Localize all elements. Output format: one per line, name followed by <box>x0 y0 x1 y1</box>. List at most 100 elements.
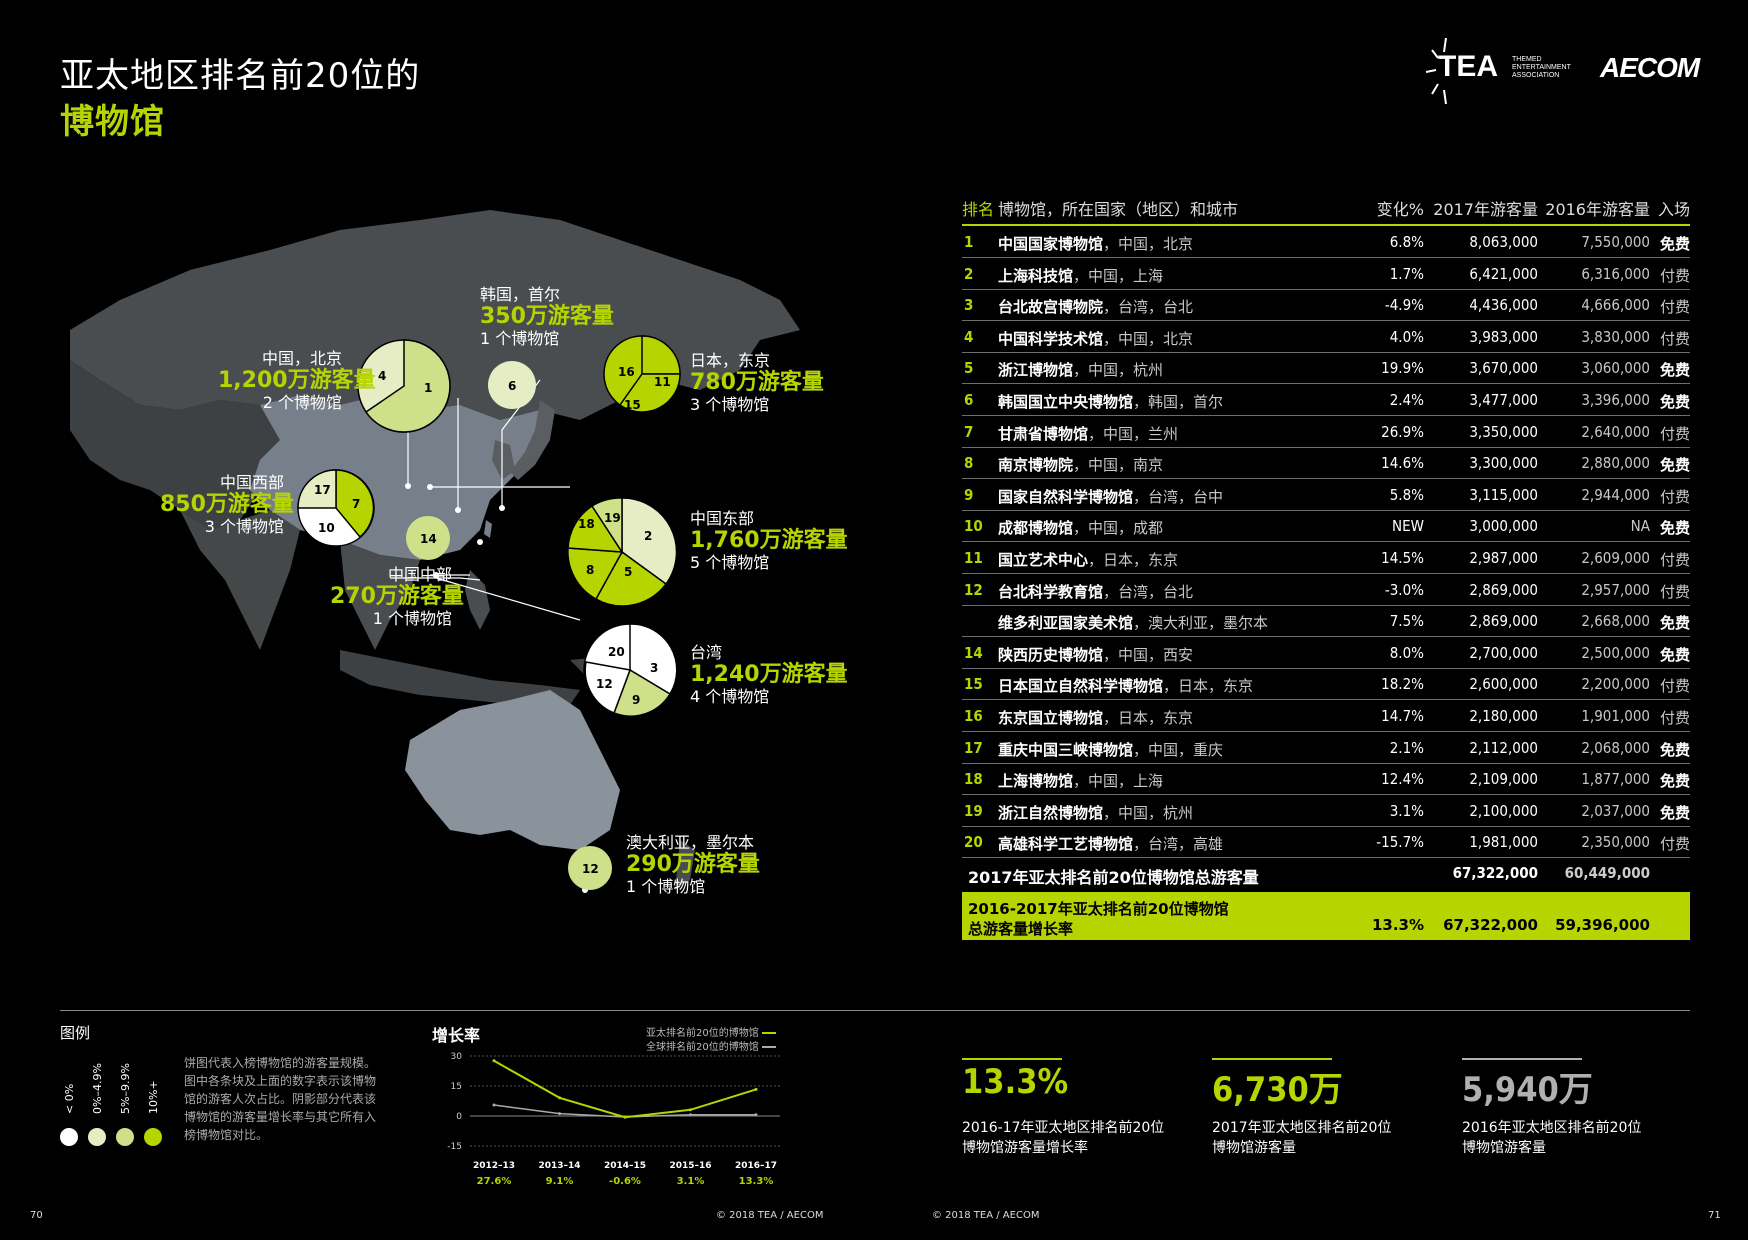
row-change: -4.9% <box>1384 296 1424 315</box>
row-museum-name: 中国科学技术馆 <box>998 329 1104 348</box>
bottom-divider <box>60 1010 1690 1011</box>
col-admission-header: 入场 <box>1657 200 1690 219</box>
row-name: 东京国立博物馆，日本，东京 <box>998 709 1194 727</box>
row-rank: 20 <box>964 833 983 852</box>
page-number-right: 71 <box>1708 1210 1721 1221</box>
row-rank: 18 <box>964 770 983 789</box>
row-change: 19.9% <box>1381 359 1424 378</box>
col-change-header: 变化% <box>1376 200 1424 219</box>
tea-logo: TEA <box>1438 50 1498 83</box>
row-museum-name: 国家自然科学博物馆 <box>998 487 1134 506</box>
row-change: NEW <box>1392 517 1424 536</box>
growth-y-tick: -15 <box>447 1142 462 1152</box>
pie-tokyo-label-11: 11 <box>654 375 671 389</box>
row-admission: 免费 <box>1659 614 1690 633</box>
table-row: 18 上海博物馆，中国，上海 12.4% 2,109,000 1,877,000 免费 <box>962 763 1690 796</box>
copyright-left: © 2018 TEA / AECOM <box>716 1210 824 1221</box>
legend-label: < 0% <box>63 1083 76 1114</box>
museum-table-header: 排名 博物馆，所在国家（地区）和城市 变化% 2017年游客量 2016年游客量… <box>962 196 1690 226</box>
map-label-beijing-count: 2 个博物馆 <box>262 393 342 412</box>
row-change: 14.6% <box>1381 454 1424 473</box>
legend-description: 饼图代表入榜博物馆的游客量规模。图中各条块及上面的数字表示该博物馆的游客人次占比… <box>184 1056 377 1142</box>
row-rank: 15 <box>964 675 983 694</box>
map-label-central-china-visitors: 270万游客量 <box>330 584 464 609</box>
pie-seoul-label: 6 <box>508 379 516 393</box>
table-row: 10 成都博物馆，中国，成都 NEW 3,000,000 NA 免费 <box>962 510 1690 543</box>
pie-melbourne: 12 <box>568 846 612 890</box>
table-growth-row: 2016-2017年亚太排名前20位博物馆 总游客量增长率 13.3% 67,3… <box>962 892 1690 940</box>
row-change: 12.4% <box>1381 770 1424 789</box>
row-admission: 免费 <box>1659 519 1690 538</box>
growth-point <box>689 1113 692 1117</box>
page-title-line2: 博物馆 <box>60 102 165 142</box>
row-name: 台北故宫博物院，台湾，台北 <box>998 298 1194 317</box>
map-label-central-china-city: 中国中部 <box>387 565 452 584</box>
row-2016: 2,068,000 <box>1581 738 1650 757</box>
row-2017: 2,869,000 <box>1469 612 1538 631</box>
stat-rule <box>1462 1058 1582 1060</box>
row-name: 高雄科学工艺博物馆，台湾，高雄 <box>998 835 1224 854</box>
row-rank: 10 <box>964 517 983 536</box>
row-2017: 4,436,000 <box>1469 296 1538 315</box>
pie-taiwan-label-9: 9 <box>632 693 640 707</box>
map-label-east-china-visitors: 1,760万游客量 <box>690 528 848 553</box>
legend-color-swatch <box>60 1128 78 1146</box>
col-rank-header: 排名 <box>962 200 995 219</box>
growth-x-tick: 2012–13 <box>473 1161 515 1171</box>
row-name: 南京博物院，中国，南京 <box>998 456 1164 475</box>
map-region-japan <box>510 400 555 480</box>
row-museum-name: 成都博物馆 <box>998 519 1074 538</box>
map-label-taiwan-visitors: 1,240万游客量 <box>690 662 848 687</box>
row-name: 国立艺术中心，日本，东京 <box>998 551 1179 569</box>
row-admission: 免费 <box>1659 645 1690 664</box>
row-change: 2.1% <box>1389 738 1424 757</box>
row-name: 浙江博物馆，中国，杭州 <box>998 361 1164 380</box>
map-pie-charts: 1 4 6 16 11 15 17 7 10 14 19 2 5 <box>297 335 681 890</box>
row-2017: 3,670,000 <box>1469 359 1538 378</box>
row-admission: 付费 <box>1659 329 1690 348</box>
row-museum-name: 东京国立博物馆 <box>998 709 1104 727</box>
row-2017: 3,983,000 <box>1469 327 1538 346</box>
row-admission: 免费 <box>1659 235 1690 253</box>
row-admission: 付费 <box>1659 677 1690 696</box>
row-museum-name: 上海博物馆 <box>998 772 1074 791</box>
table-total-row: 2017年亚太排名前20位博物馆总游客量 67,322,000 60,449,0… <box>962 860 1690 890</box>
row-2016: 3,060,000 <box>1581 359 1650 378</box>
map-label-taiwan-count: 4 个博物馆 <box>690 687 770 706</box>
row-2016: 4,666,000 <box>1581 296 1650 315</box>
page-title-line1: 亚太地区排名前20位的 <box>60 56 421 96</box>
row-change: 1.7% <box>1389 264 1424 283</box>
row-rank: 16 <box>964 707 983 725</box>
growth-point <box>623 1115 627 1119</box>
map-label-beijing: 中国，北京 1,200万游客量 2 个博物馆 <box>218 348 376 414</box>
row-location: 中国，上海 <box>1088 266 1164 285</box>
growth-legend-ap: 亚太排名前20位的博物馆 <box>646 1024 776 1039</box>
map-region-central-asia <box>70 360 290 530</box>
row-2016: 3,830,000 <box>1581 327 1650 346</box>
row-2017: 1,981,000 <box>1469 833 1538 852</box>
table-row: 11 国立艺术中心，日本，东京 14.5% 2,987,000 2,609,000 付费 <box>962 542 1690 574</box>
map-region-philippines <box>465 570 490 630</box>
row-location: 中国，成都 <box>1088 519 1164 538</box>
map-label-melbourne-count: 1 个博物馆 <box>626 877 706 896</box>
row-rank: 12 <box>964 580 983 599</box>
table-row: 4 中国科学技术馆，中国，北京 4.0% 3,983,000 3,830,000 付费 <box>962 321 1690 353</box>
row-museum-name: 浙江自然博物馆 <box>998 803 1104 822</box>
pie-central-china: 14 <box>406 516 450 560</box>
row-change: -3.0% <box>1384 580 1424 599</box>
growth-change: 13.3% <box>1371 916 1424 934</box>
pie-taiwan-label-12: 12 <box>596 677 613 691</box>
growth-point <box>492 1103 496 1107</box>
row-location: 中国，西安 <box>1118 645 1194 664</box>
row-2016: 2,037,000 <box>1581 801 1650 820</box>
map-region-new-zealand <box>675 840 695 890</box>
row-name: 成都博物馆，中国，成都 <box>998 519 1164 538</box>
map-label-taiwan-city: 台湾 <box>690 643 723 662</box>
row-location: 中国，北京 <box>1118 329 1194 348</box>
row-change: 8.0% <box>1389 643 1424 662</box>
table-row: 维多利亚国家美术馆，澳大利亚，墨尔本 7.5% 2,869,000 2,668,000… <box>962 605 1690 638</box>
col-name-header: 博物馆，所在国家（地区）和城市 <box>998 200 1239 219</box>
map-region-indonesia <box>340 650 580 705</box>
map-region-korea <box>492 440 515 480</box>
pie-tokyo: 16 11 15 <box>603 335 681 413</box>
